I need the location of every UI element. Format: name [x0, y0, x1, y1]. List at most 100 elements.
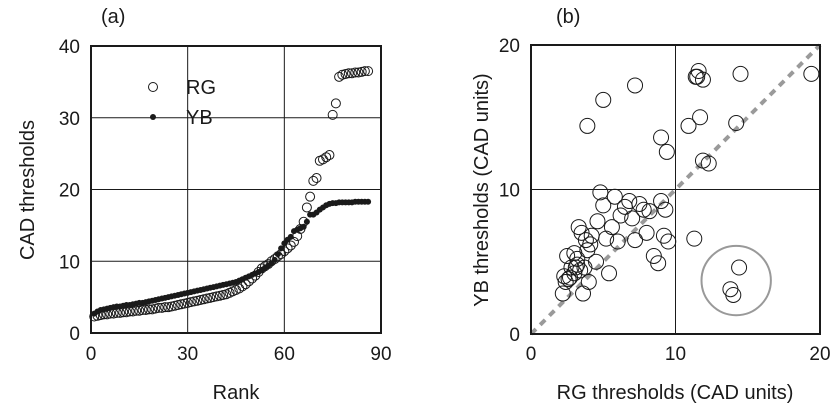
panel-b-points [554, 63, 820, 303]
y-tick-label: 10 [499, 181, 520, 202]
rg-yb-point [592, 184, 609, 201]
rg-point [305, 191, 316, 202]
rg-point [330, 98, 341, 109]
rg-point [311, 173, 322, 184]
rg-yb-point [728, 115, 745, 132]
rg-point [153, 302, 164, 313]
yb-point [303, 218, 310, 225]
rg-yb-point [732, 65, 749, 82]
legend-rg-label: RG [186, 77, 216, 99]
panel-a-xlabel: Rank [213, 382, 261, 404]
panel-a: (a) 0 30 60 90 0 10 20 30 40 Rank CAD thresholds… [17, 6, 392, 404]
panel-b-highlight-circle [700, 244, 772, 317]
rg-yb-point [557, 273, 574, 290]
y-tick-label: 10 [59, 252, 80, 273]
rg-yb-point [572, 262, 589, 279]
x-tick-label: 0 [86, 344, 97, 365]
rg-yb-point [580, 273, 597, 290]
rg-yb-point [624, 210, 641, 227]
panel-b-frame [530, 44, 821, 335]
rg-yb-point [686, 230, 703, 247]
rg-point [363, 66, 374, 77]
y-tick-label: 0 [69, 324, 80, 345]
rg-yb-point [660, 233, 677, 250]
legend-yb-marker [150, 114, 156, 120]
yb-point [278, 245, 285, 252]
rg-point [324, 150, 335, 161]
rg-yb-point [731, 259, 748, 276]
rg-yb-point [689, 68, 706, 85]
legend-rg-marker [148, 82, 158, 92]
rg-yb-point [722, 281, 739, 298]
rg-point [350, 67, 361, 78]
rg-yb-point [579, 242, 596, 259]
rg-yb-point [559, 247, 576, 264]
panel-a-grid [91, 46, 381, 333]
x-tick-label: 60 [274, 344, 295, 365]
rg-point [321, 152, 332, 163]
rg-point [269, 254, 280, 265]
rg-yb-point [635, 201, 652, 218]
rg-yb-point [595, 91, 612, 108]
rg-yb-point [598, 230, 615, 247]
y-tick-label: 30 [59, 109, 80, 130]
panel-a-ylabel: CAD thresholds [17, 120, 39, 260]
rg-yb-point [694, 71, 711, 88]
rg-yb-point [575, 285, 592, 302]
panel-a-points [89, 66, 374, 322]
panel-a-label: (a) [101, 6, 125, 28]
rg-yb-point [653, 129, 670, 146]
rg-yb-point [650, 255, 667, 272]
rg-yb-point [680, 117, 697, 134]
rg-yb-point [595, 197, 612, 214]
rg-yb-point [560, 271, 577, 288]
yb-point [365, 198, 372, 205]
x-tick-label: 0 [526, 344, 537, 365]
panel-a-legend: RG YB [148, 77, 216, 129]
rg-yb-point [694, 152, 711, 169]
legend-yb-label: YB [186, 107, 213, 129]
rg-point [334, 71, 345, 82]
rg-point [301, 202, 312, 213]
rg-yb-point [606, 188, 623, 205]
rg-yb-point [638, 224, 655, 241]
yb-point [271, 256, 278, 263]
rg-yb-point [700, 155, 717, 172]
rg-point [318, 154, 328, 165]
rg-point [359, 66, 370, 77]
panel-b: (b) 0 10 20 0 10 20 RG thresholds (CAD units)… [471, 6, 831, 404]
rg-yb-point [603, 219, 620, 236]
rg-yb-point [579, 117, 596, 134]
rg-yb-point [621, 193, 638, 210]
rg-yb-point [570, 219, 587, 236]
panel-b-ylabel: YB thresholds (CAD units) [471, 73, 493, 306]
yb-point [300, 223, 307, 230]
panel-b-grid [531, 45, 820, 334]
x-tick-label: 10 [665, 344, 686, 365]
yb-point [274, 251, 281, 258]
rg-yb-point [588, 253, 605, 270]
rg-yb-point [627, 232, 644, 249]
panel-a-frame [90, 45, 382, 334]
rg-yb-point [655, 227, 672, 244]
x-tick-label: 30 [177, 344, 198, 365]
panel-b-xlabel: RG thresholds (CAD units) [557, 382, 794, 404]
rg-point [343, 68, 354, 79]
rg-point [327, 109, 338, 120]
y-tick-label: 20 [499, 36, 520, 57]
rg-yb-point [641, 203, 658, 220]
yb-point [287, 233, 294, 240]
rg-yb-point [690, 63, 707, 80]
rg-yb-point [589, 213, 606, 230]
rg-yb-point [577, 232, 594, 249]
panel-a-ticks: 0 30 60 90 0 10 20 30 40 [59, 37, 392, 365]
rg-yb-point [554, 285, 571, 302]
rg-yb-point [653, 193, 670, 210]
rg-point [144, 304, 154, 315]
rg-point [279, 246, 290, 257]
y-tick-label: 0 [509, 325, 520, 346]
rg-yb-point [658, 143, 675, 160]
rg-yb-point [609, 233, 626, 250]
rg-point [160, 302, 171, 313]
